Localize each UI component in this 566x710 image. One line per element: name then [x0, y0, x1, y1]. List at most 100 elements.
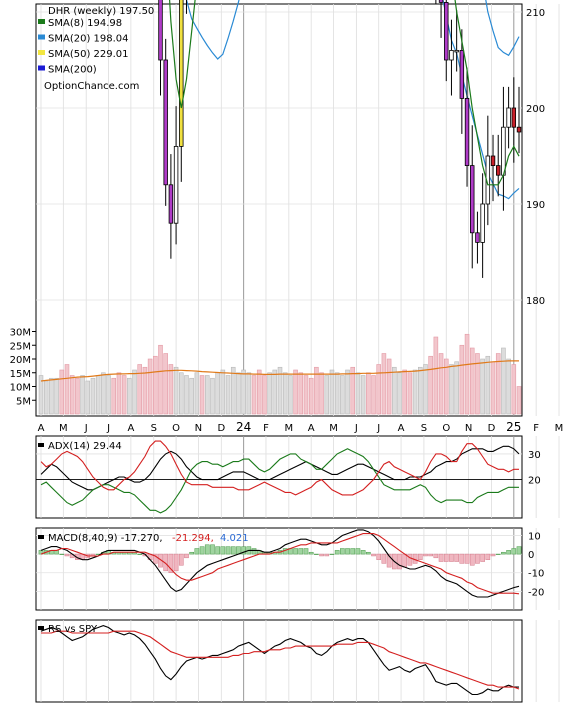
candle-body	[168, 184, 174, 224]
legend-swatch	[38, 19, 45, 24]
volume-bar	[423, 364, 428, 415]
macd-tick-label: 10	[528, 531, 541, 542]
x-tick-label: S	[151, 423, 157, 434]
volume-bar	[163, 353, 168, 415]
volume-bar	[230, 366, 236, 415]
macd-histogram-bar	[324, 553, 330, 557]
candle-body	[495, 165, 501, 176]
candle-body	[459, 50, 465, 99]
volume-bar	[480, 358, 485, 415]
macd-histogram-bar	[443, 553, 449, 562]
macd-histogram-bar	[381, 553, 387, 564]
volume-bar	[402, 369, 407, 415]
volume-bar	[111, 377, 117, 415]
legend-swatch	[38, 50, 45, 55]
macd-histogram-bar	[350, 548, 356, 555]
volume-bar	[355, 372, 361, 415]
legend-swatch	[38, 65, 45, 71]
volume-bar	[324, 375, 330, 415]
volume-bar	[443, 358, 449, 415]
x-tick-label: J	[106, 423, 110, 434]
volume-bar	[38, 375, 44, 415]
macd-histogram-bar	[152, 553, 158, 564]
volume-tick-label: 25M	[10, 341, 31, 352]
legend-label: SMA(200)	[48, 65, 97, 76]
macd-histogram-bar	[178, 553, 184, 566]
volume-bar	[236, 372, 241, 415]
macd-histogram-bar	[334, 550, 340, 555]
macd-series-line	[40, 533, 520, 595]
x-tick-label: D	[488, 423, 496, 434]
macd-histogram-bar	[407, 553, 413, 566]
macd-histogram-bar	[355, 548, 361, 555]
adx-tick-label: 30	[528, 450, 541, 461]
macd-histogram-bar	[490, 553, 496, 557]
candle-body	[470, 165, 475, 234]
macd-histogram-bar	[360, 550, 366, 555]
x-tick-label: D	[217, 423, 225, 434]
volume-bar	[262, 375, 267, 415]
rs-label: RS vs SPY	[48, 624, 98, 635]
candle-body	[449, 50, 454, 61]
volume-bar	[127, 377, 132, 415]
macd-histogram-bar	[511, 548, 517, 555]
x-tick-label: 24	[236, 420, 251, 434]
volume-bar	[147, 358, 153, 415]
volume-bar	[215, 372, 220, 415]
macd-histogram-bar	[319, 553, 324, 557]
volume-bar	[397, 372, 402, 415]
macd-histogram-bar	[168, 553, 174, 573]
macd-histogram-bar	[459, 553, 465, 564]
macd-histogram-bar	[64, 553, 70, 557]
x-tick-label: A	[127, 423, 134, 434]
x-tick-label: F	[263, 423, 269, 434]
macd-histogram-bar	[345, 548, 350, 555]
volume-bar	[319, 372, 324, 415]
chart-title: DHR (weekly) 197.50	[48, 6, 154, 17]
volume-bar	[360, 375, 366, 415]
candle-body	[506, 107, 511, 128]
volume-bar	[251, 375, 257, 415]
volume-bar	[381, 353, 387, 415]
macd-histogram-bar	[397, 553, 402, 570]
macd-histogram-bar	[506, 550, 511, 555]
candle-body	[163, 59, 168, 186]
x-tick-label: S	[421, 423, 427, 434]
volume-bar	[501, 347, 506, 415]
candle-body	[158, 0, 163, 61]
volume-bar	[194, 372, 200, 415]
legend-swatch	[38, 34, 45, 40]
volume-bar	[308, 377, 314, 415]
x-tick-label: M	[59, 423, 68, 434]
volume-bar	[85, 380, 91, 415]
volume-bar	[412, 369, 418, 415]
legend-label: SMA(50) 229.01	[48, 49, 129, 60]
macd-histogram-bar	[340, 548, 345, 555]
macd-histogram-bar	[376, 553, 382, 560]
volume-bar	[345, 369, 350, 415]
legend-label: SMA(8) 194.98	[48, 18, 122, 29]
volume-bar	[340, 375, 345, 415]
volume-bar	[199, 375, 205, 415]
candle-body	[511, 107, 517, 128]
macd-histogram-bar	[210, 544, 215, 555]
volume-bar	[350, 366, 356, 415]
x-tick-label: N	[465, 423, 472, 434]
volume-bar	[511, 364, 517, 415]
volume-bar	[210, 377, 215, 415]
volume-bar	[132, 369, 137, 415]
macd-histogram-bar	[303, 548, 309, 555]
candle-body	[490, 155, 496, 166]
macd-histogram-bar	[475, 553, 480, 564]
volume-bar	[418, 366, 423, 415]
volume-bar	[490, 361, 496, 415]
candle-body	[464, 98, 470, 166]
macd-histogram-bar	[314, 553, 319, 555]
macd-histogram-bar	[215, 546, 220, 555]
volume-tick-label: 15M	[10, 369, 31, 380]
x-tick-label: N	[195, 423, 202, 434]
candle-body	[454, 50, 459, 53]
volume-bar	[220, 369, 226, 415]
volume-bar	[428, 355, 433, 415]
